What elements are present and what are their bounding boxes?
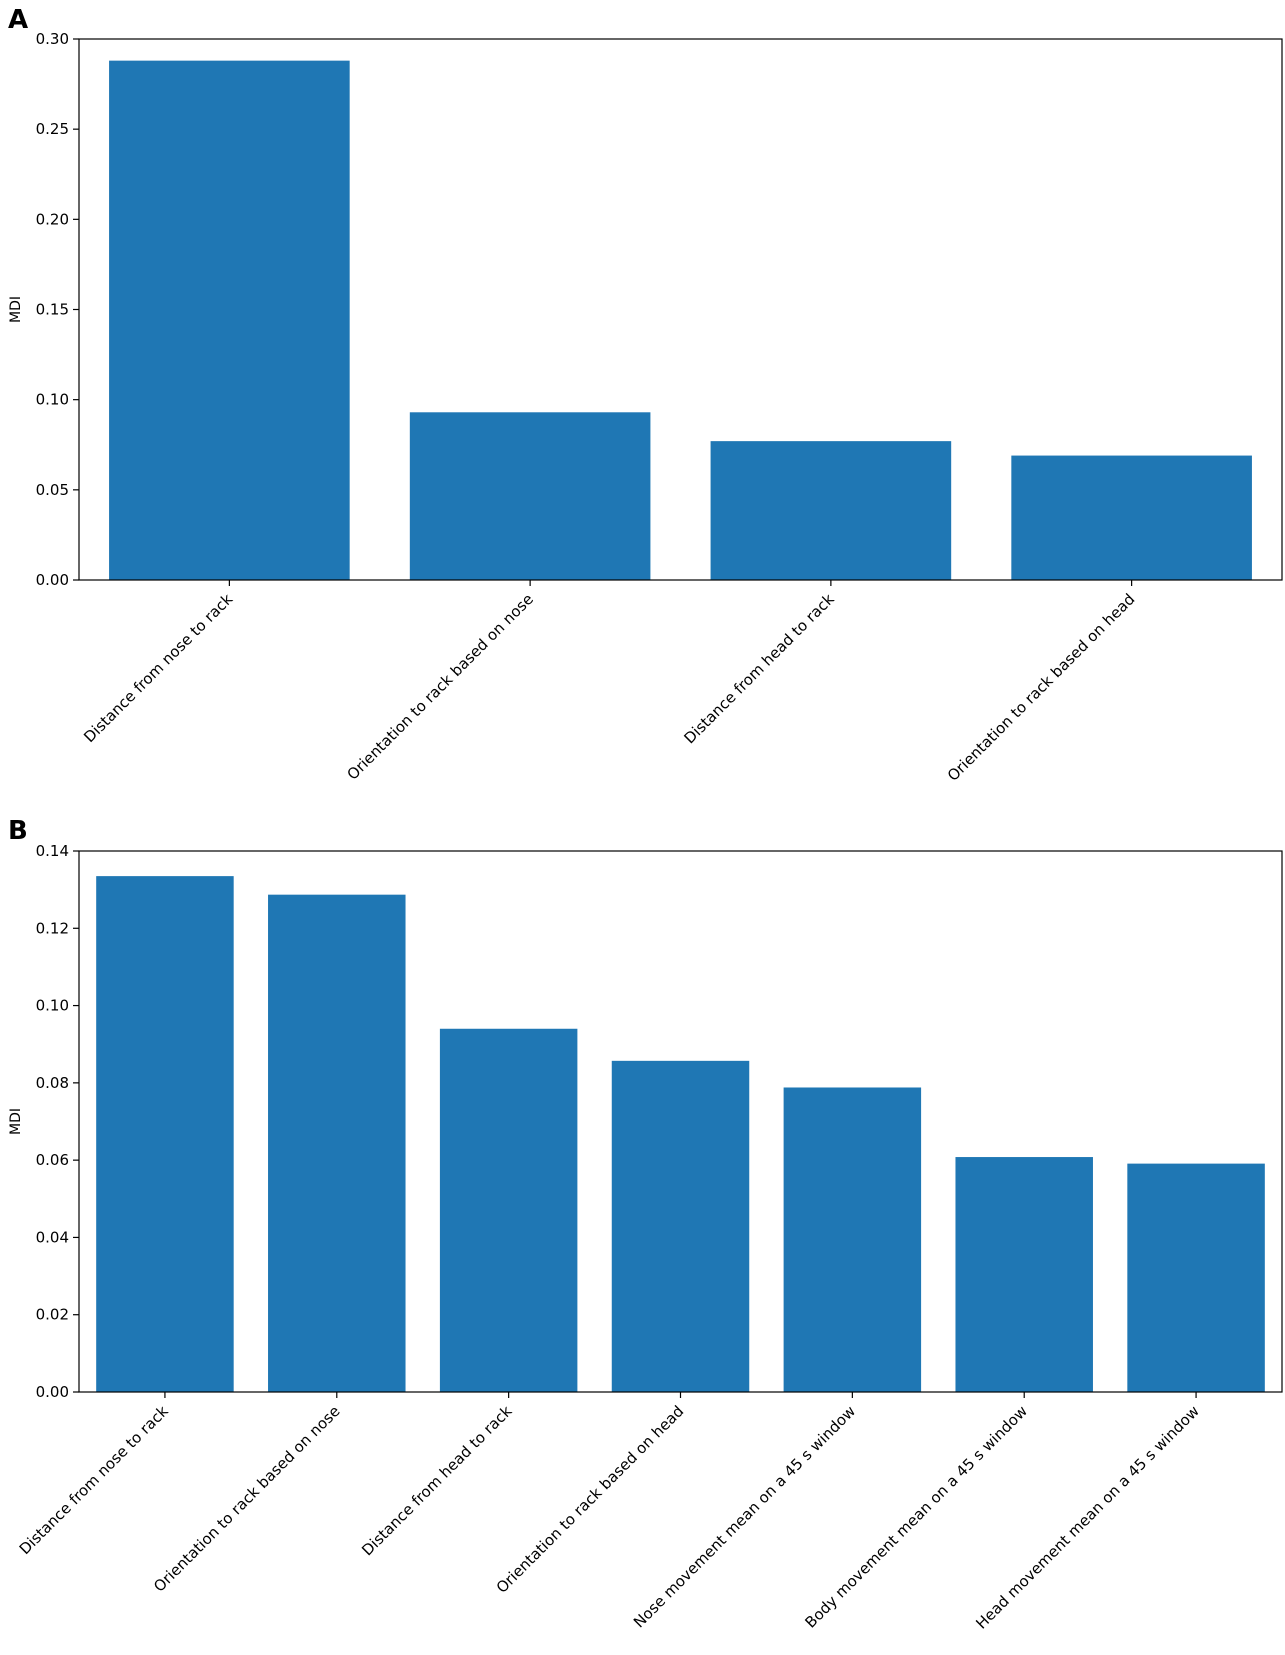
- bar-3: [439, 1028, 578, 1392]
- x-tick-label: Distance from head to rack: [358, 1402, 515, 1559]
- y-tick-label: 0.10: [36, 997, 69, 1015]
- x-tick-label: Orientation to rack based on head: [944, 590, 1139, 785]
- x-tick-label: Distance from nose to rack: [16, 1402, 172, 1558]
- bar-4: [611, 1060, 750, 1392]
- y-axis-label: MDI: [8, 1108, 24, 1135]
- bar-7: [1127, 1163, 1265, 1392]
- bar-5: [783, 1087, 922, 1392]
- y-tick-label: 0.00: [36, 1383, 69, 1401]
- y-tick-label: 0.02: [36, 1306, 69, 1324]
- y-tick-label: 0.20: [36, 210, 69, 228]
- bar-2: [268, 894, 406, 1392]
- panel-b-chart: B 0.00 0.02 0.04 0.06 0.08 0.10 0.12 0.14 MDI Dist…: [8, 816, 1283, 1633]
- y-tick-label: 0.25: [36, 120, 69, 138]
- y-tick-label: 0.14: [36, 842, 69, 860]
- bar-1: [109, 60, 350, 580]
- panel-letter: A: [8, 5, 28, 35]
- panel-letter: B: [8, 816, 28, 846]
- bar-2: [409, 412, 651, 580]
- y-tick-label: 0.05: [36, 481, 69, 499]
- y-tick-label: 0.30: [36, 30, 69, 48]
- bar-6: [955, 1157, 1093, 1392]
- panel-a-chart: A 0.00 0.05 0.10 0.15 0.20 0.25 0.30 MDI Distance…: [8, 5, 1283, 785]
- bar-4: [1011, 455, 1252, 580]
- bar-1: [96, 876, 234, 1392]
- y-tick-label: 0.12: [36, 919, 69, 937]
- bar-3: [710, 441, 952, 580]
- x-tick-label: Distance from nose to rack: [80, 590, 236, 746]
- y-axis-label: MDI: [8, 296, 24, 323]
- y-tick-label: 0.06: [36, 1151, 69, 1169]
- x-tick-label: Orientation to rack based on head: [493, 1402, 688, 1597]
- y-tick-label: 0.15: [36, 301, 69, 319]
- x-tick-label: Orientation to rack based on nose: [150, 1402, 343, 1595]
- x-tick-label: Distance from head to rack: [680, 590, 837, 747]
- y-tick-label: 0.00: [36, 571, 69, 589]
- x-tick-label: Orientation to rack based on nose: [344, 590, 537, 783]
- y-tick-label: 0.10: [36, 391, 69, 409]
- y-tick-label: 0.08: [36, 1074, 69, 1092]
- y-tick-label: 0.04: [36, 1228, 69, 1246]
